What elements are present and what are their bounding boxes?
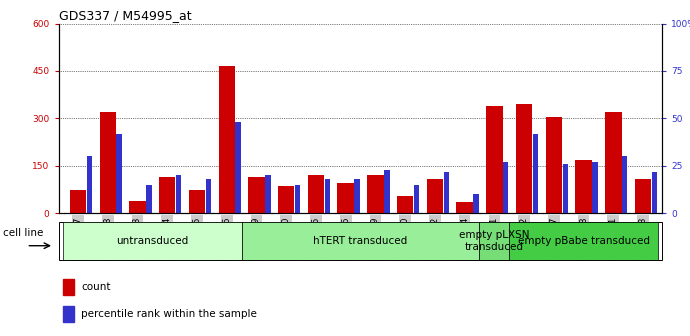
Bar <box>99 112 116 213</box>
Bar <box>278 186 295 213</box>
Bar <box>159 177 175 213</box>
Text: untransduced: untransduced <box>116 236 188 246</box>
Bar <box>63 222 242 260</box>
Bar <box>337 183 354 213</box>
Bar <box>63 306 74 323</box>
Bar <box>355 179 359 213</box>
Bar <box>325 179 330 213</box>
Bar <box>592 162 598 213</box>
Bar <box>533 134 538 213</box>
Bar <box>509 222 658 260</box>
Bar <box>397 196 413 213</box>
Bar <box>444 172 449 213</box>
Bar <box>129 201 146 213</box>
Bar <box>635 178 651 213</box>
Bar <box>414 185 420 213</box>
Bar <box>562 164 568 213</box>
Bar <box>426 178 443 213</box>
Bar <box>295 185 300 213</box>
Bar <box>146 185 152 213</box>
Text: empty pBabe transduced: empty pBabe transduced <box>518 236 649 246</box>
Bar <box>117 134 122 213</box>
Bar <box>206 179 211 213</box>
Bar <box>265 175 270 213</box>
Bar <box>516 104 532 213</box>
Bar <box>176 175 181 213</box>
Bar <box>241 222 480 260</box>
Bar <box>457 202 473 213</box>
Text: cell line: cell line <box>3 227 43 238</box>
Bar <box>87 157 92 213</box>
Bar <box>622 157 627 213</box>
Bar <box>480 222 509 260</box>
Bar <box>63 279 74 295</box>
Text: count: count <box>81 282 111 292</box>
Bar <box>248 177 264 213</box>
Bar <box>605 112 622 213</box>
Bar <box>367 175 384 213</box>
Text: hTERT transduced: hTERT transduced <box>313 236 408 246</box>
Bar <box>575 160 592 213</box>
Text: GDS337 / M54995_at: GDS337 / M54995_at <box>59 9 191 23</box>
Bar <box>308 175 324 213</box>
Bar <box>70 190 86 213</box>
Text: empty pLXSN
transduced: empty pLXSN transduced <box>459 230 530 252</box>
Text: percentile rank within the sample: percentile rank within the sample <box>81 309 257 320</box>
Bar <box>473 194 479 213</box>
Bar <box>189 190 205 213</box>
Bar <box>546 117 562 213</box>
Bar <box>384 170 390 213</box>
Bar <box>219 66 235 213</box>
Bar <box>235 122 241 213</box>
Bar <box>486 106 502 213</box>
Bar <box>652 172 657 213</box>
Bar <box>503 162 509 213</box>
